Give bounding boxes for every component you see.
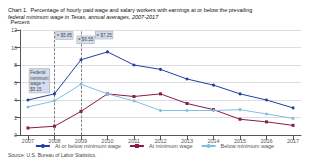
svg-text:2009: 2009 [74, 138, 88, 144]
svg-text:2008: 2008 [48, 138, 61, 144]
svg-text:Source: U.S. Bureau of Labor S: Source: U.S. Bureau of Labor Statistics. [8, 152, 96, 158]
svg-text:At minimum wage: At minimum wage [149, 143, 193, 149]
svg-text:2012: 2012 [154, 138, 167, 144]
svg-text:4: 4 [14, 97, 17, 103]
svg-text:Federal: Federal [30, 70, 45, 75]
svg-text:2015: 2015 [233, 138, 247, 144]
svg-text:federal minimum wage in Texas,: federal minimum wage in Texas, annual av… [8, 14, 159, 20]
svg-text:$5.15: $5.15 [30, 87, 42, 92]
svg-text:2: 2 [14, 115, 17, 121]
svg-text:At or below minimum wage: At or below minimum wage [55, 143, 121, 149]
svg-text:= $6.55: = $6.55 [78, 37, 94, 42]
svg-text:= $7.25: = $7.25 [97, 33, 113, 38]
svg-text:Chart 1. Percentage of hourly: Chart 1. Percentage of hourly paid wage … [8, 7, 252, 13]
svg-text:2013: 2013 [180, 138, 194, 144]
svg-text:2010: 2010 [101, 138, 114, 144]
svg-text:6: 6 [14, 80, 17, 86]
svg-text:0: 0 [14, 132, 17, 138]
svg-text:2017: 2017 [287, 138, 299, 144]
svg-text:wage =: wage = [30, 81, 45, 86]
svg-text:= $5.85: = $5.85 [57, 33, 73, 38]
svg-text:Below minimum wage: Below minimum wage [221, 143, 275, 149]
svg-text:2016: 2016 [260, 138, 273, 144]
svg-text:8: 8 [14, 62, 17, 68]
svg-text:2014: 2014 [207, 138, 219, 144]
svg-text:2007: 2007 [22, 138, 34, 144]
svg-text:Percent: Percent [10, 19, 30, 25]
svg-text:12: 12 [11, 27, 17, 33]
svg-text:10: 10 [11, 45, 17, 51]
svg-text:minimum: minimum [30, 76, 49, 81]
svg-text:2011: 2011 [128, 138, 140, 144]
